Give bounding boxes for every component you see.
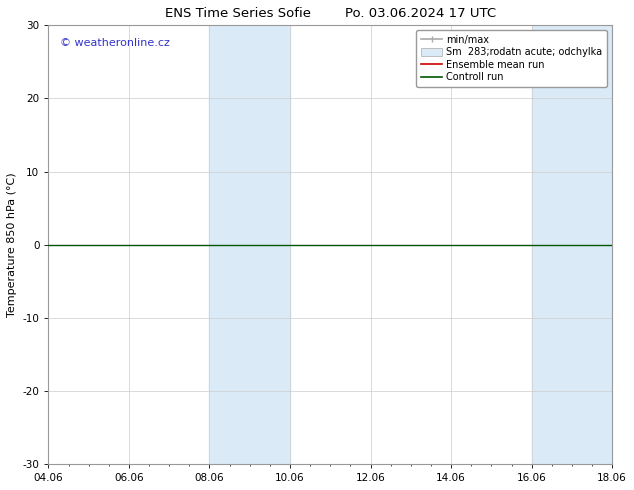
Bar — [532, 25, 612, 464]
Text: © weatheronline.cz: © weatheronline.cz — [60, 38, 169, 49]
Y-axis label: Temperature 850 hPa (°C): Temperature 850 hPa (°C) — [7, 172, 17, 317]
Legend: min/max, Sm  283;rodatn acute; odchylka, Ensemble mean run, Controll run: min/max, Sm 283;rodatn acute; odchylka, … — [416, 30, 607, 87]
Bar — [209, 25, 290, 464]
Title: ENS Time Series Sofie        Po. 03.06.2024 17 UTC: ENS Time Series Sofie Po. 03.06.2024 17 … — [165, 7, 496, 20]
